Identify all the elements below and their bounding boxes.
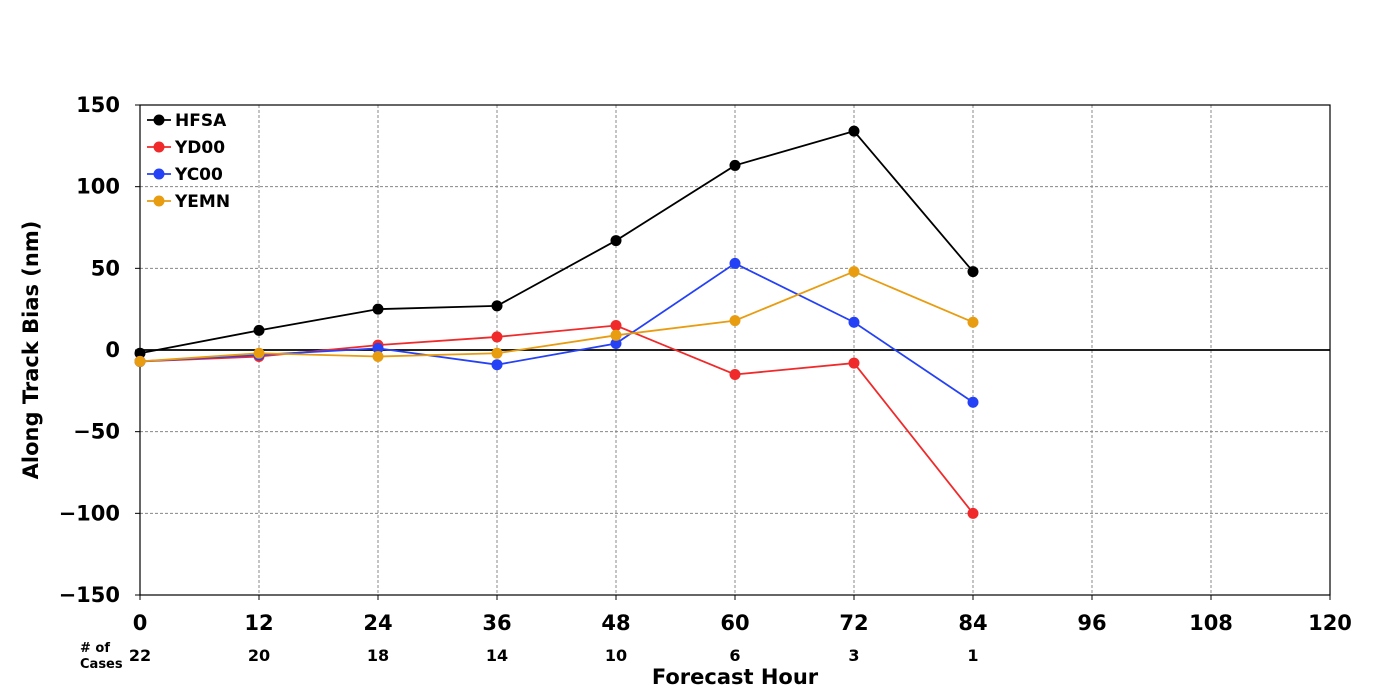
data-point [967,396,979,408]
legend-marker [153,195,165,207]
data-point [729,257,741,269]
x-tick-label: 84 [958,611,987,635]
cases-label-line2: Cases [80,657,123,672]
x-tick-label: 48 [601,611,630,635]
x-tick-label: 60 [720,611,749,635]
data-point [253,347,265,359]
data-point [848,316,860,328]
case-count: 1 [967,646,978,665]
y-tick-label: −100 [59,501,120,525]
x-tick-label: 108 [1189,611,1233,635]
x-tick-label: 12 [244,611,273,635]
legend-label: YEMN [174,192,230,212]
case-count: 10 [605,646,627,665]
x-axis-title: Forecast Hour [652,665,819,689]
data-point [372,303,384,315]
data-point [610,235,622,247]
case-count: 14 [486,646,508,665]
x-tick-label: 72 [839,611,868,635]
case-count: 22 [129,646,151,665]
cases-row: 22 20 18 14 10 6 3 1 [129,646,979,665]
data-point [967,266,979,278]
data-point [491,359,503,371]
legend-item-hfsa: HFSA [147,111,227,131]
y-tick-label: −150 [59,583,120,607]
y-tick-label: 150 [76,93,120,117]
data-point [372,342,384,354]
cases-label-line1: # of [80,641,110,656]
x-tick-label: 24 [363,611,392,635]
data-point [134,355,146,367]
data-point [848,357,860,369]
legend-marker [153,141,165,153]
series-group [134,125,979,519]
y-tick-label: 50 [91,256,120,280]
case-count: 3 [848,646,859,665]
x-tick-label: 36 [482,611,511,635]
data-point [610,320,622,331]
data-point [610,337,622,349]
x-tick-label: 0 [133,611,148,635]
x-tick-label: 120 [1308,611,1352,635]
data-point [729,315,741,327]
case-count: 20 [248,646,270,665]
data-point [491,300,503,312]
legend-label: YC00 [174,165,223,185]
data-point [729,159,741,171]
data-point [729,369,741,380]
legend-label: HFSA [175,111,227,131]
data-point [848,266,860,278]
legend-item-yd00: YD00 [147,138,225,158]
data-point [253,324,265,336]
legend-marker [153,168,165,180]
case-count: 18 [367,646,389,665]
series-line [139,270,974,363]
data-point [848,125,860,137]
x-tick-label: 96 [1077,611,1106,635]
legend-marker [153,114,165,126]
data-point [967,316,979,328]
legend-item-yc00: YC00 [147,165,223,185]
axis-ticks: 0 12 24 36 48 60 72 84 96 108 120 150 100 50 0 −50 −100 −… [59,93,1352,635]
series-yemn [134,266,979,367]
series-hfsa [134,125,979,359]
data-point [372,351,384,363]
data-point [610,329,622,341]
data-point [134,347,146,359]
data-point [967,507,979,519]
legend-label: YD00 [174,138,225,158]
y-tick-label: 100 [76,175,120,199]
legend-item-yemn: YEMN [147,192,230,212]
series-line [139,262,974,404]
data-point [491,347,503,359]
data-point [491,331,503,343]
series-line [139,130,974,355]
y-axis-title: Along Track Bias (nm) [19,221,43,480]
legend: HFSA YD00 YC00 YEMN [147,111,230,212]
case-count: 6 [729,646,740,665]
y-tick-label: 0 [105,338,120,362]
y-tick-label: −50 [73,420,120,444]
